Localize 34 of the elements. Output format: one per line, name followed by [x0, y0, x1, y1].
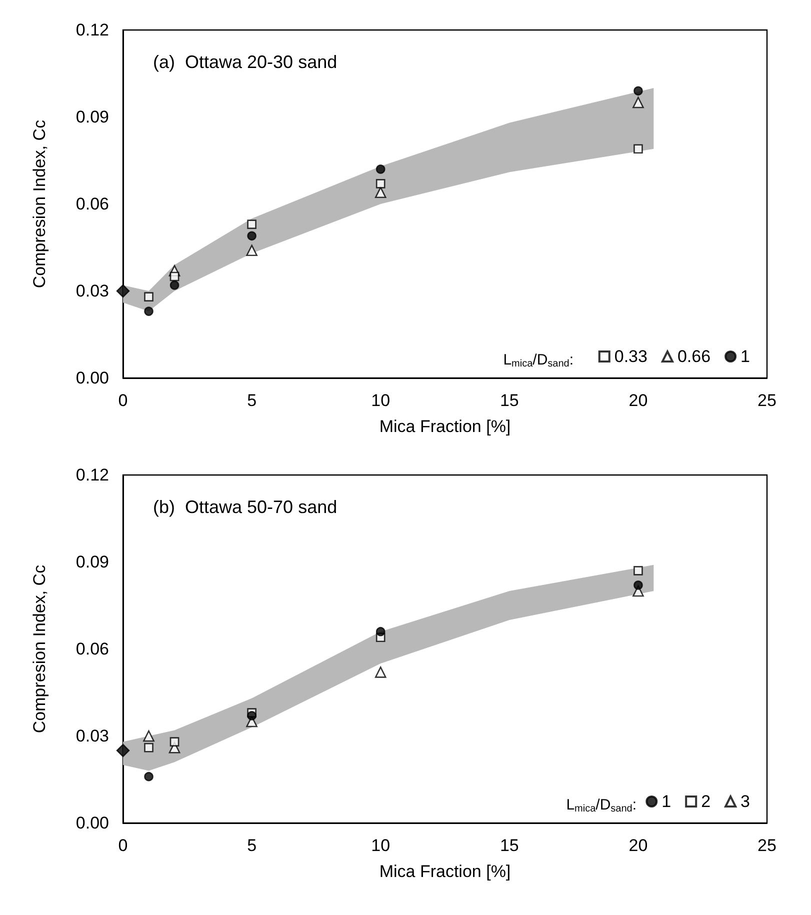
- y-tick-label: 0.12: [76, 20, 109, 40]
- y-tick-label: 0.00: [76, 368, 109, 388]
- x-tick-label: 10: [371, 836, 390, 855]
- legend-label: 0.33: [614, 347, 648, 366]
- x-tick-label: 25: [758, 836, 776, 855]
- y-axis-title: Compresion Index, Cc: [30, 564, 49, 734]
- y-tick-label: 0.09: [76, 552, 109, 572]
- text: (a) Ottawa 20-30 sand: [153, 52, 338, 72]
- x-tick-label: 0: [118, 391, 128, 410]
- legend-label: 1: [740, 347, 750, 366]
- x-tick-label: 5: [247, 836, 257, 855]
- y-tick-label: 0.09: [76, 108, 109, 126]
- x-axis-title: Mica Fraction [%]: [379, 417, 511, 436]
- legend-label: 1: [662, 792, 672, 811]
- x-tick-label: 25: [758, 391, 776, 410]
- x-tick-label: 15: [500, 836, 519, 855]
- y-tick-label: 0.06: [76, 194, 109, 214]
- x-tick-label: 20: [628, 391, 648, 410]
- y-axis-title: Compresion Index, Cc: [30, 119, 49, 288]
- x-tick-label: 5: [247, 391, 257, 410]
- y-tick-label: 0.12: [76, 466, 109, 484]
- x-tick-label: 20: [628, 836, 648, 855]
- x-tick-label: 15: [500, 391, 519, 410]
- text: (b) Ottawa 50-70 sand: [153, 497, 338, 517]
- x-axis-title: Mica Fraction [%]: [379, 862, 511, 881]
- y-tick-label: 0.03: [76, 282, 109, 300]
- y-tick-label: 0.06: [76, 640, 109, 658]
- legend-label: 2: [701, 792, 711, 811]
- y-tick-label: 0.00: [76, 814, 109, 832]
- legend-label: 0.66: [677, 347, 711, 366]
- y-tick-label: 0.03: [76, 726, 109, 746]
- x-tick-label: 0: [118, 836, 128, 855]
- legend-label: 3: [740, 792, 750, 811]
- x-tick-label: 10: [371, 391, 390, 410]
